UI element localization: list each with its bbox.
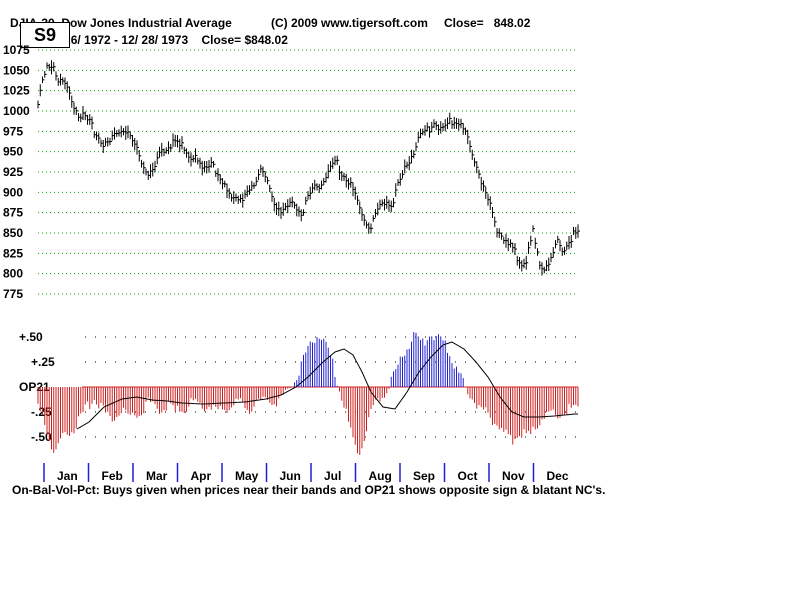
index-name: Dow Jones Industrial Average (61, 16, 232, 30)
close-value: 848.02 (493, 16, 531, 30)
price-tick-label: 1075 (3, 43, 30, 57)
month-label: Sep (413, 469, 435, 483)
month-label: Jun (280, 469, 301, 483)
date-range-text: 12/ 26/ 1972 - 12/ 28/ 1973 (44, 33, 189, 47)
price-tick-label: 1000 (3, 104, 30, 118)
price-tick-label: 925 (3, 165, 23, 179)
close-dollar: Close= $848.02 (201, 33, 288, 47)
price-tick-label: 975 (3, 124, 23, 138)
price-tick-label: 825 (3, 246, 23, 260)
month-label: Mar (146, 469, 168, 483)
month-label: Oct (458, 469, 478, 483)
price-tick-label: 1050 (3, 63, 30, 77)
price-tick-label: 875 (3, 206, 23, 220)
month-label: May (235, 469, 259, 483)
copyright: (C) 2009 www.tigersoft.com (271, 16, 428, 30)
op21-tick-label: +.25 (31, 355, 55, 369)
month-label: Dec (547, 469, 569, 483)
price-tick-label: 775 (3, 287, 23, 301)
op21-tick-label: +.50 (19, 330, 43, 344)
close-label: Close= (444, 16, 484, 30)
price-tick-label: 1025 (3, 84, 30, 98)
price-tick-label: 950 (3, 145, 23, 159)
price-tick-label: 900 (3, 185, 23, 199)
close-line: Close= 848.02 (444, 16, 530, 30)
month-label: Apr (191, 469, 212, 483)
price-tick-label: 850 (3, 226, 23, 240)
month-label: Feb (102, 469, 123, 483)
signal-badge: S9 (20, 22, 70, 48)
date-range: 12/ 26/ 1972 - 12/ 28/ 1973 Close= $848.… (44, 33, 288, 47)
footer-caption: On-Bal-Vol-Pct: Buys given when prices n… (12, 483, 606, 497)
month-label: Jul (324, 469, 341, 483)
month-label: Nov (502, 469, 525, 483)
op21-tick-label: OP21 (19, 380, 50, 394)
op21-moving-average (76, 341, 578, 430)
price-tick-label: 800 (3, 267, 23, 281)
month-label: Aug (369, 469, 392, 483)
month-label: Jan (57, 469, 78, 483)
